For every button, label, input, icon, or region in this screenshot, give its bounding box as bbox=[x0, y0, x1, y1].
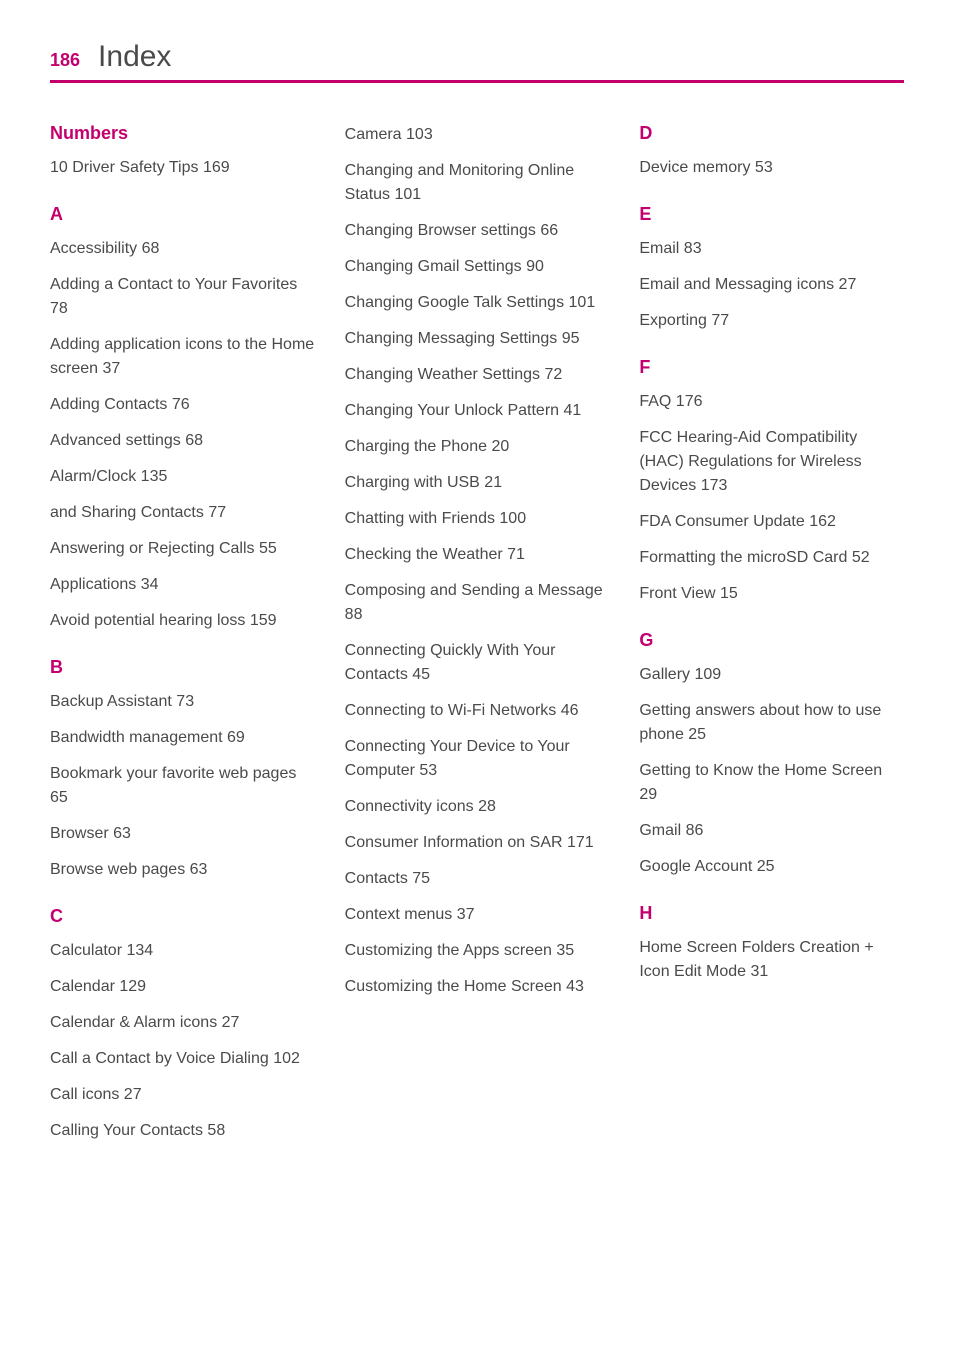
index-entry: FAQ 176 bbox=[639, 390, 904, 414]
section-heading: D bbox=[639, 123, 904, 144]
index-entry: Chatting with Friends 100 bbox=[345, 507, 610, 531]
index-entry: FDA Consumer Update 162 bbox=[639, 510, 904, 534]
page-title: Index bbox=[98, 40, 171, 74]
index-entry: Changing Your Unlock Pattern 41 bbox=[345, 399, 610, 423]
index-entry: Changing Google Talk Settings 101 bbox=[345, 291, 610, 315]
section-heading: Numbers bbox=[50, 123, 315, 144]
section-heading: B bbox=[50, 657, 315, 678]
index-entry: Browse web pages 63 bbox=[50, 858, 315, 882]
index-entry: Context menus 37 bbox=[345, 903, 610, 927]
index-entry: Connectivity icons 28 bbox=[345, 795, 610, 819]
index-entry: Connecting Quickly With Your Contacts 45 bbox=[345, 639, 610, 687]
index-entry: Exporting 77 bbox=[639, 309, 904, 333]
index-entry: Getting answers about how to use phone 2… bbox=[639, 699, 904, 747]
index-entry: Call a Contact by Voice Dialing 102 bbox=[50, 1047, 315, 1071]
column-1: Numbers 10 Driver Safety Tips 169 A Accessi… bbox=[50, 123, 315, 1155]
index-entry: Calling Your Contacts 58 bbox=[50, 1119, 315, 1143]
index-entry: Changing Messaging Settings 95 bbox=[345, 327, 610, 351]
index-entry: Calculator 134 bbox=[50, 939, 315, 963]
index-entry: Applications 34 bbox=[50, 573, 315, 597]
index-entry: Home Screen Folders Creation + Icon Edit… bbox=[639, 936, 904, 984]
index-entry: Contacts 75 bbox=[345, 867, 610, 891]
index-entry: Customizing the Home Screen 43 bbox=[345, 975, 610, 999]
index-entry: Browser 63 bbox=[50, 822, 315, 846]
index-entry: Adding Contacts 76 bbox=[50, 393, 315, 417]
index-entry: Device memory 53 bbox=[639, 156, 904, 180]
index-entry: Adding a Contact to Your Favorites 78 bbox=[50, 273, 315, 321]
index-entry: Charging with USB 21 bbox=[345, 471, 610, 495]
index-entry: Formatting the microSD Card 52 bbox=[639, 546, 904, 570]
section-heading: G bbox=[639, 630, 904, 651]
index-entry: Accessibility 68 bbox=[50, 237, 315, 261]
page-header: 186 Index bbox=[50, 40, 904, 83]
index-entry: Changing Gmail Settings 90 bbox=[345, 255, 610, 279]
page-number: 186 bbox=[50, 50, 80, 71]
index-entry: Changing Browser settings 66 bbox=[345, 219, 610, 243]
index-entry: Connecting to Wi-Fi Networks 46 bbox=[345, 699, 610, 723]
column-3: D Device memory 53 E Email 83 Email and Mess… bbox=[639, 123, 904, 1155]
index-entry: Gallery 109 bbox=[639, 663, 904, 687]
index-entry: Advanced settings 68 bbox=[50, 429, 315, 453]
index-entry: Checking the Weather 71 bbox=[345, 543, 610, 567]
index-entry: Email and Messaging icons 27 bbox=[639, 273, 904, 297]
index-entry: Customizing the Apps screen 35 bbox=[345, 939, 610, 963]
section-heading: C bbox=[50, 906, 315, 927]
section-heading: A bbox=[50, 204, 315, 225]
index-entry: Alarm/Clock 135 bbox=[50, 465, 315, 489]
index-entry: Calendar & Alarm icons 27 bbox=[50, 1011, 315, 1035]
index-entry: Changing and Monitoring Online Status 10… bbox=[345, 159, 610, 207]
index-entry: Call icons 27 bbox=[50, 1083, 315, 1107]
index-entry: Getting to Know the Home Screen 29 bbox=[639, 759, 904, 807]
index-entry: 10 Driver Safety Tips 169 bbox=[50, 156, 315, 180]
index-entry: Answering or Rejecting Calls 55 bbox=[50, 537, 315, 561]
index-entry: and Sharing Contacts 77 bbox=[50, 501, 315, 525]
index-entry: Bookmark your favorite web pages 65 bbox=[50, 762, 315, 810]
index-entry: Changing Weather Settings 72 bbox=[345, 363, 610, 387]
index-entry: Camera 103 bbox=[345, 123, 610, 147]
index-columns: Numbers 10 Driver Safety Tips 169 A Accessi… bbox=[50, 123, 904, 1155]
index-entry: Charging the Phone 20 bbox=[345, 435, 610, 459]
section-heading: H bbox=[639, 903, 904, 924]
index-entry: FCC Hearing-Aid Compatibility (HAC) Regu… bbox=[639, 426, 904, 498]
index-entry: Google Account 25 bbox=[639, 855, 904, 879]
section-heading: E bbox=[639, 204, 904, 225]
index-entry: Composing and Sending a Message 88 bbox=[345, 579, 610, 627]
index-entry: Consumer Information on SAR 171 bbox=[345, 831, 610, 855]
index-entry: Backup Assistant 73 bbox=[50, 690, 315, 714]
column-2: Camera 103 Changing and Monitoring Online… bbox=[345, 123, 610, 1155]
index-entry: Front View 15 bbox=[639, 582, 904, 606]
section-heading: F bbox=[639, 357, 904, 378]
index-entry: Avoid potential hearing loss 159 bbox=[50, 609, 315, 633]
index-entry: Connecting Your Device to Your Computer … bbox=[345, 735, 610, 783]
index-entry: Bandwidth management 69 bbox=[50, 726, 315, 750]
index-entry: Email 83 bbox=[639, 237, 904, 261]
index-entry: Calendar 129 bbox=[50, 975, 315, 999]
index-entry: Gmail 86 bbox=[639, 819, 904, 843]
index-entry: Adding application icons to the Home scr… bbox=[50, 333, 315, 381]
